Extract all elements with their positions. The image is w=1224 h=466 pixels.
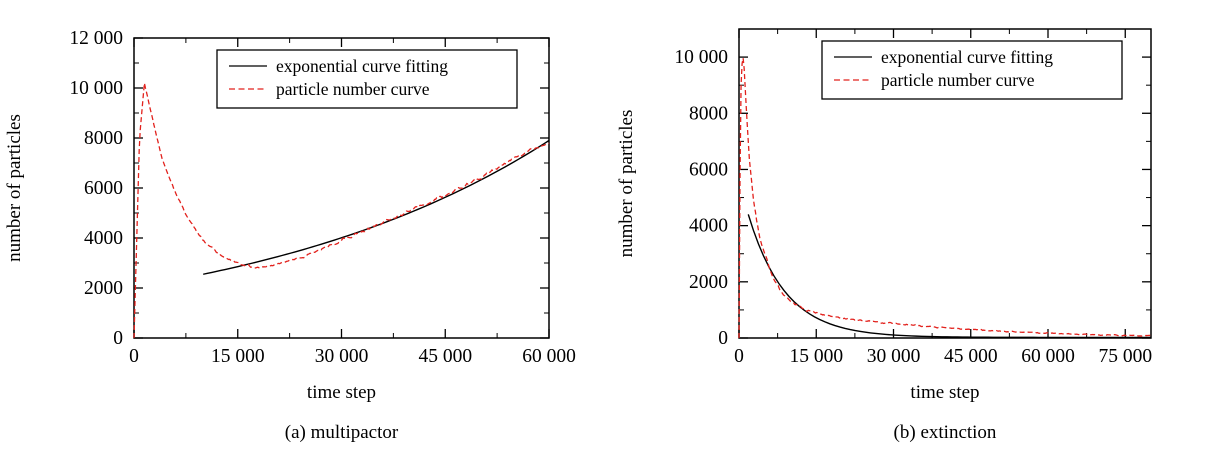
svg-text:10 000: 10 000 — [674, 47, 728, 68]
svg-text:(b) extinction: (b) extinction — [894, 422, 997, 443]
svg-text:2000: 2000 — [84, 278, 123, 299]
svg-text:75 000: 75 000 — [1098, 346, 1152, 367]
svg-text:number of particles: number of particles — [4, 114, 25, 262]
svg-text:6000: 6000 — [689, 159, 728, 180]
svg-text:30 000: 30 000 — [315, 346, 369, 367]
svg-text:0: 0 — [129, 346, 139, 367]
svg-text:45 000: 45 000 — [944, 346, 998, 367]
svg-text:60 000: 60 000 — [522, 346, 576, 367]
svg-text:particle number curve: particle number curve — [881, 70, 1035, 90]
svg-text:4000: 4000 — [84, 228, 123, 249]
svg-text:time step: time step — [307, 382, 376, 403]
svg-text:8000: 8000 — [84, 128, 123, 149]
svg-text:4000: 4000 — [689, 216, 728, 237]
svg-text:12 000: 12 000 — [69, 28, 123, 49]
svg-text:6000: 6000 — [84, 178, 123, 199]
svg-text:exponential curve fitting: exponential curve fitting — [276, 56, 448, 76]
svg-text:2000: 2000 — [689, 272, 728, 293]
svg-text:0: 0 — [734, 346, 744, 367]
svg-text:number of particles: number of particles — [616, 110, 637, 258]
svg-text:time step: time step — [910, 382, 979, 403]
svg-text:0: 0 — [718, 328, 728, 349]
svg-text:(a) multipactor: (a) multipactor — [285, 422, 399, 443]
svg-text:15 000: 15 000 — [211, 346, 265, 367]
svg-text:8000: 8000 — [689, 103, 728, 124]
svg-text:particle number curve: particle number curve — [276, 79, 430, 99]
svg-text:10 000: 10 000 — [69, 78, 123, 99]
svg-text:30 000: 30 000 — [867, 346, 921, 367]
svg-text:15 000: 15 000 — [789, 346, 843, 367]
svg-text:exponential curve fitting: exponential curve fitting — [881, 47, 1053, 67]
svg-text:0: 0 — [113, 328, 123, 349]
svg-text:45 000: 45 000 — [418, 346, 472, 367]
svg-text:60 000: 60 000 — [1021, 346, 1075, 367]
